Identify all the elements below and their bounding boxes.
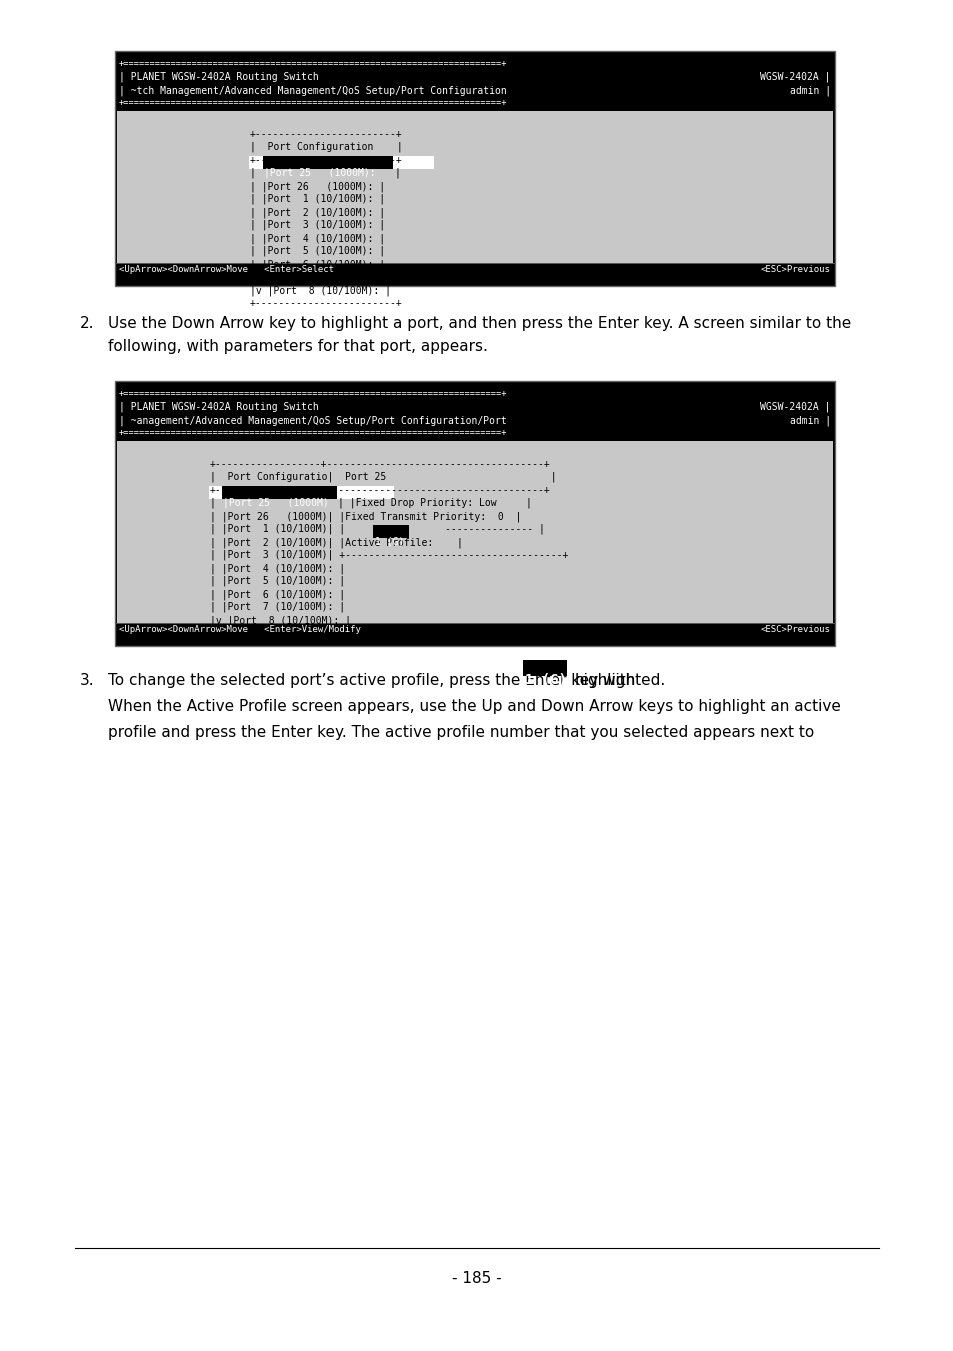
Text: - 185 -: - 185 - — [452, 1271, 501, 1286]
Text: | |Port  7 (10/100M): |: | |Port 7 (10/100M): | — [250, 272, 385, 282]
Text: +------------------------+: +------------------------+ — [250, 155, 402, 165]
FancyBboxPatch shape — [117, 440, 832, 624]
Text: 2.: 2. — [80, 316, 94, 331]
Text: | |Port 26   (1000M): |: | |Port 26 (1000M): | — [250, 181, 385, 192]
Text: |Port 25   (1000M): |Port 25 (1000M) — [223, 499, 329, 508]
Text: | |Port  1 (10/100M)| |                 --------------- |: | |Port 1 (10/100M)| | --------------- | — [210, 524, 544, 535]
Text: | |Port  1 (10/100M): |: | |Port 1 (10/100M): | — [250, 195, 385, 204]
Text: | |Port  3 (10/100M): |: | |Port 3 (10/100M): | — [250, 220, 385, 231]
Text: profile and press the Enter key. The active profile number that you selected app: profile and press the Enter key. The act… — [108, 725, 814, 740]
Text: +------------------+: +------------------+ — [210, 628, 327, 638]
Text: To change the selected port’s active profile, press the Enter key with: To change the selected port’s active pro… — [108, 673, 635, 688]
Text: +------------------------+: +------------------------+ — [250, 128, 402, 139]
FancyBboxPatch shape — [115, 381, 834, 646]
Text: | |Port  5 (10/100M): |: | |Port 5 (10/100M): | — [250, 246, 385, 257]
Text: +========================================================================+: +=======================================… — [119, 59, 507, 68]
Text: +========================================================================+: +=======================================… — [119, 428, 507, 436]
Text: |: | — [250, 168, 261, 178]
FancyBboxPatch shape — [222, 486, 336, 499]
Text: 1 (G): 1 (G) — [375, 536, 403, 547]
Text: | |Port 26   (1000M)| |Fixed Transmit Priority:  0  |: | |Port 26 (1000M)| |Fixed Transmit Prio… — [210, 511, 521, 521]
Text: +========================================================================+: +=======================================… — [119, 389, 507, 399]
FancyBboxPatch shape — [263, 155, 393, 169]
Text: <UpArrow><DownArrow>Move   <Enter>Select: <UpArrow><DownArrow>Move <Enter>Select — [119, 265, 334, 274]
Text: | ~anagement/Advanced Management/QoS Setup/Port Configuration/Port: | ~anagement/Advanced Management/QoS Set… — [119, 415, 506, 426]
FancyBboxPatch shape — [115, 51, 834, 286]
Text: | |Port  6 (10/100M): |: | |Port 6 (10/100M): | — [250, 259, 385, 269]
Text: |: | — [409, 536, 462, 547]
Text: |Port 25   (1000M):: |Port 25 (1000M): — [264, 168, 381, 178]
Text: +========================================================================+: +=======================================… — [119, 99, 507, 107]
Text: When the Active Profile screen appears, use the Up and Down Arrow keys to highli: When the Active Profile screen appears, … — [108, 698, 840, 713]
Text: | |Port  4 (10/100M): |: | |Port 4 (10/100M): | — [210, 563, 345, 574]
Text: | |Port  2 (10/100M)| |Active Profile:: | |Port 2 (10/100M)| |Active Profile: — [210, 536, 438, 547]
Text: +------------------+-------------------------------------+: +------------------+--------------------… — [210, 485, 550, 494]
Text: |v |Port  8 (10/100M): |: |v |Port 8 (10/100M): | — [210, 615, 351, 626]
Text: |  Port Configuratio|  Port 25                            |: | Port Configuratio| Port 25 | — [210, 471, 556, 482]
FancyBboxPatch shape — [209, 486, 394, 499]
Text: |: | — [395, 168, 400, 178]
Text: 1 (G): 1 (G) — [524, 673, 566, 688]
Text: admin |: admin | — [789, 85, 830, 96]
Text: <ESC>Previous: <ESC>Previous — [760, 626, 830, 634]
Text: | |Port  5 (10/100M): |: | |Port 5 (10/100M): | — [210, 576, 345, 586]
Text: | |Fixed Drop Priority: Low     |: | |Fixed Drop Priority: Low | — [337, 499, 532, 508]
Text: |: | — [210, 499, 221, 508]
Text: WGSW-2402A |: WGSW-2402A | — [760, 403, 830, 412]
FancyBboxPatch shape — [249, 155, 434, 169]
Text: <ESC>Previous: <ESC>Previous — [760, 265, 830, 274]
Text: WGSW-2402A |: WGSW-2402A | — [760, 72, 830, 82]
Text: | |Port  2 (10/100M): |: | |Port 2 (10/100M): | — [250, 207, 385, 218]
Text: | PLANET WGSW-2402A Routing Switch: | PLANET WGSW-2402A Routing Switch — [119, 72, 318, 82]
Text: admin |: admin | — [789, 415, 830, 426]
Text: | |Port  7 (10/100M): |: | |Port 7 (10/100M): | — [210, 603, 345, 612]
Text: +------------------+-------------------------------------+: +------------------+--------------------… — [210, 459, 550, 469]
Text: |v |Port  8 (10/100M): |: |v |Port 8 (10/100M): | — [250, 285, 391, 296]
FancyBboxPatch shape — [373, 526, 408, 538]
FancyBboxPatch shape — [522, 661, 566, 676]
Text: highlighted.: highlighted. — [575, 673, 665, 688]
Text: |  Port Configuration    |: | Port Configuration | — [250, 142, 402, 153]
FancyBboxPatch shape — [117, 111, 832, 263]
Text: 3.: 3. — [80, 673, 94, 688]
Text: following, with parameters for that port, appears.: following, with parameters for that port… — [108, 339, 487, 354]
Text: +------------------------+: +------------------------+ — [250, 299, 402, 308]
Text: | |Port  4 (10/100M): |: | |Port 4 (10/100M): | — [250, 232, 385, 243]
Text: | |Port  3 (10/100M)| +-------------------------------------+: | |Port 3 (10/100M)| +------------------… — [210, 550, 568, 561]
Text: | ~tch Management/Advanced Management/QoS Setup/Port Configuration: | ~tch Management/Advanced Management/Qo… — [119, 85, 506, 96]
Text: | PLANET WGSW-2402A Routing Switch: | PLANET WGSW-2402A Routing Switch — [119, 403, 318, 412]
Text: <UpArrow><DownArrow>Move   <Enter>View/Modify: <UpArrow><DownArrow>Move <Enter>View/Mod… — [119, 626, 360, 634]
Text: | |Port  6 (10/100M): |: | |Port 6 (10/100M): | — [210, 589, 345, 600]
Text: Use the Down Arrow key to highlight a port, and then press the Enter key. A scre: Use the Down Arrow key to highlight a po… — [108, 316, 850, 331]
